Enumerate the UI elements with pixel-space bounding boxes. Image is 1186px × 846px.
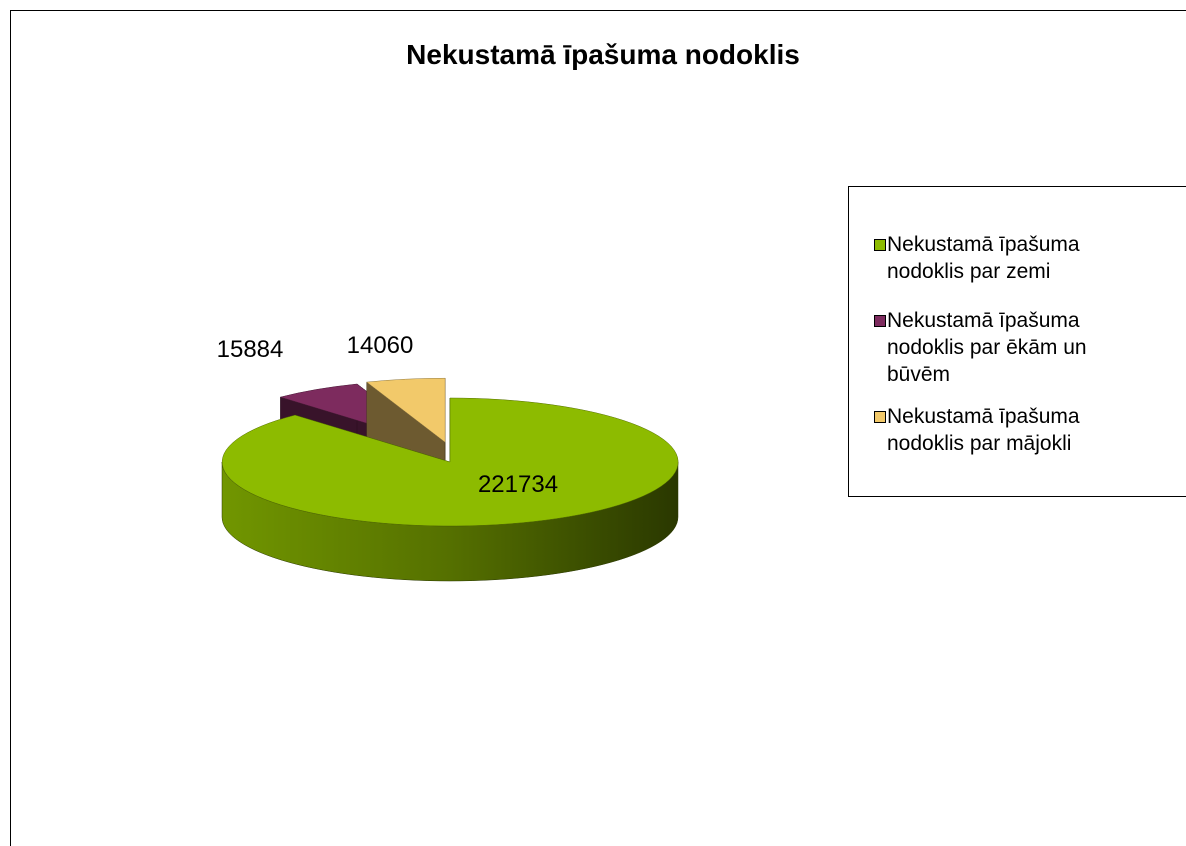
data-label: 15884 bbox=[217, 336, 284, 363]
data-label: 14060 bbox=[347, 332, 414, 359]
legend-item: Nekustamā īpašuma nodoklis par zemi bbox=[874, 231, 1147, 285]
legend-label: Nekustamā īpašuma nodoklis par ēkām un b… bbox=[887, 309, 1087, 386]
legend: Nekustamā īpašuma nodoklis par zemi Nekus… bbox=[848, 186, 1186, 497]
slice bbox=[366, 377, 446, 443]
slice bbox=[221, 397, 679, 527]
legend-swatch bbox=[874, 239, 886, 251]
legend-label: Nekustamā īpašuma nodoklis par mājokli bbox=[887, 405, 1080, 455]
legend-item: Nekustamā īpašuma nodoklis par mājokli bbox=[874, 403, 1147, 457]
legend-label: Nekustamā īpašuma nodoklis par zemi bbox=[887, 233, 1080, 283]
chart-title: Nekustamā īpašuma nodoklis bbox=[406, 39, 800, 70]
legend-swatch bbox=[874, 411, 886, 423]
legend-swatch bbox=[874, 315, 886, 327]
legend-item: Nekustamā īpašuma nodoklis par ēkām un b… bbox=[874, 307, 1147, 388]
data-label: 221734 bbox=[478, 471, 558, 498]
